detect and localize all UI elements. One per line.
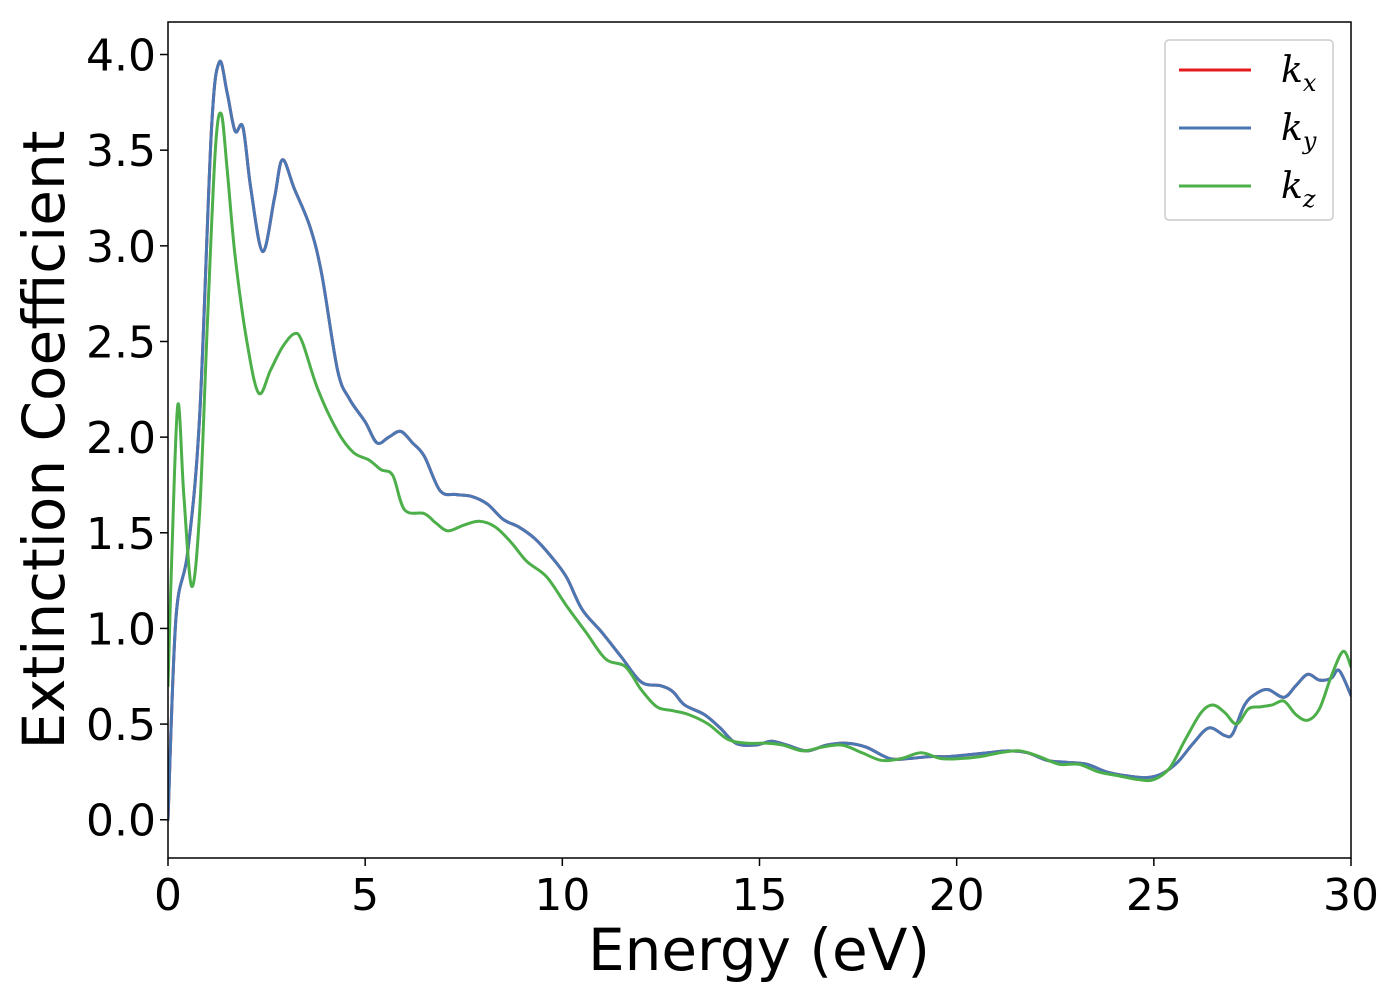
legend-box xyxy=(1164,39,1334,221)
x-tick-label: 5 xyxy=(351,870,379,921)
x-tick-label: 20 xyxy=(929,870,985,921)
y-tick-label: 1.5 xyxy=(86,509,156,560)
series-layer xyxy=(168,59,1351,822)
y-tick-label: 0.5 xyxy=(86,700,156,751)
x-tick-label: 30 xyxy=(1323,870,1379,921)
legend-label-kx: kx xyxy=(1281,50,1317,97)
y-tick-label: 4.0 xyxy=(86,31,156,82)
series-line-ky xyxy=(168,59,1351,822)
legend-label-ky: ky xyxy=(1281,108,1317,155)
y-axis: 0.0 0.5 1.0 1.5 2.0 2.5 3.0 3.5 4.0 xyxy=(86,31,168,847)
x-tick-label: 25 xyxy=(1126,870,1182,921)
y-tick-label: 2.5 xyxy=(86,317,156,368)
y-tick-label: 1.0 xyxy=(86,604,156,655)
y-axis-title: Extinction Coefficient xyxy=(10,131,78,750)
series-line-kz xyxy=(168,111,1351,783)
legend: kx ky kz xyxy=(1164,39,1334,221)
x-tick-label: 10 xyxy=(534,870,590,921)
y-tick-label: 0.0 xyxy=(86,796,156,847)
legend-label-kz: kz xyxy=(1281,166,1316,213)
x-tick-label: 0 xyxy=(154,870,182,921)
x-axis-title: Energy (eV) xyxy=(588,916,930,984)
y-tick-label: 3.0 xyxy=(86,222,156,273)
x-tick-label: 15 xyxy=(732,870,788,921)
y-tick-label: 3.5 xyxy=(86,126,156,177)
y-tick-label: 2.0 xyxy=(86,413,156,464)
x-axis: 0 5 10 15 20 25 30 xyxy=(154,858,1379,921)
